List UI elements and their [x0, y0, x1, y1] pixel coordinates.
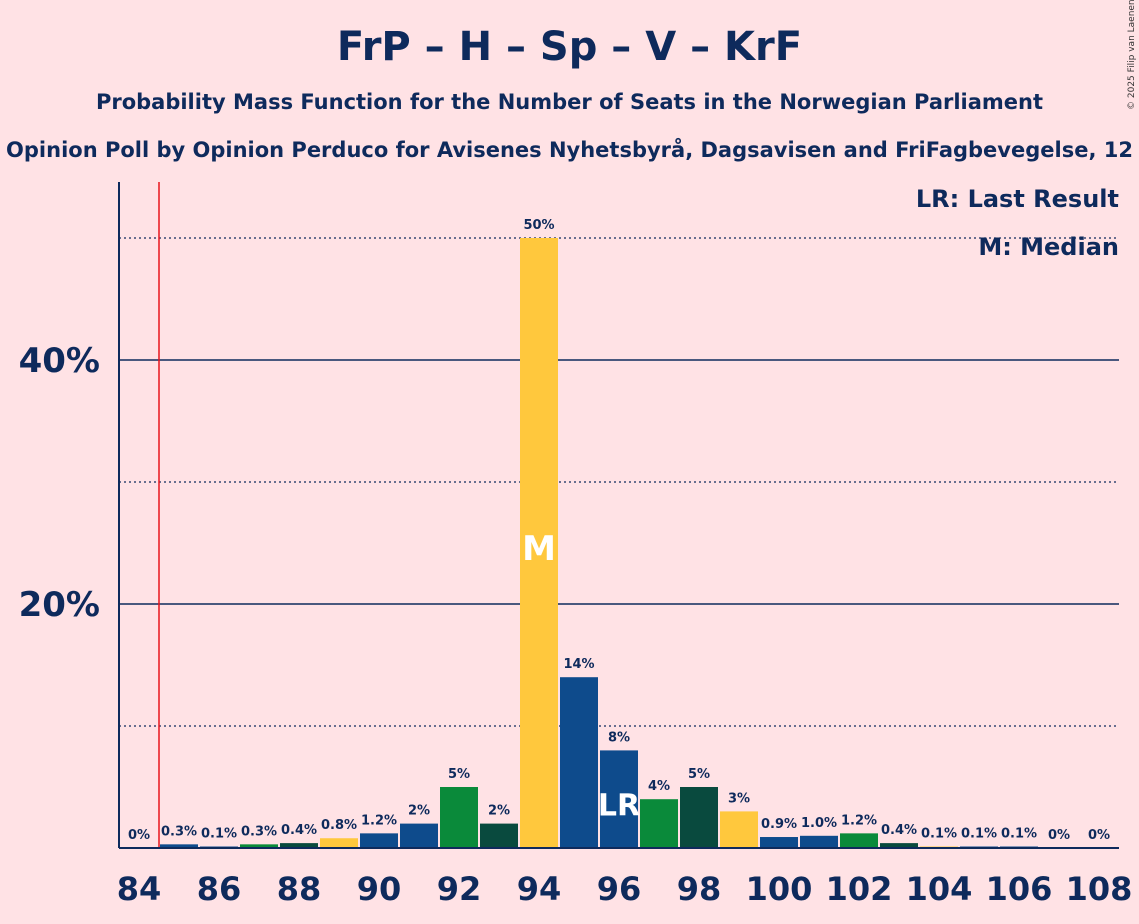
bar-96 — [600, 750, 638, 848]
bar-101 — [800, 835, 838, 848]
bar-90 — [360, 833, 398, 848]
bar-label-95: 14% — [563, 657, 594, 672]
y-tick-label: 40% — [19, 341, 100, 381]
bar-label-91: 2% — [408, 804, 430, 819]
x-tick-label: 86 — [197, 870, 242, 908]
bar-label-84: 0% — [128, 828, 150, 843]
x-tick-label: 84 — [117, 870, 162, 908]
bar-95 — [560, 677, 598, 848]
x-tick-label: 104 — [906, 870, 973, 908]
bar-label-103: 0.4% — [881, 823, 917, 838]
x-tick-label: 100 — [746, 870, 813, 908]
bar-label-106: 0.1% — [1001, 827, 1037, 842]
x-tick-label: 96 — [597, 870, 642, 908]
x-tick-label: 106 — [986, 870, 1053, 908]
legend-last-result: LR: Last Result — [915, 185, 1119, 213]
bar-93 — [480, 823, 518, 848]
chart-source-line: Opinion Poll by Opinion Perduco for Avis… — [6, 138, 1133, 162]
bar-label-89: 0.8% — [321, 818, 357, 833]
y-tick-label: 20% — [19, 585, 100, 625]
bar-89 — [320, 838, 358, 848]
bar-label-104: 0.1% — [921, 827, 957, 842]
bar-label-93: 2% — [488, 804, 510, 819]
bar-85 — [160, 844, 198, 848]
bar-label-86: 0.1% — [201, 827, 237, 842]
bar-98 — [680, 787, 718, 848]
bar-99 — [720, 811, 758, 848]
bar-102 — [840, 833, 878, 848]
x-tick-label: 90 — [357, 870, 402, 908]
bar-label-90: 1.2% — [361, 813, 397, 828]
bar-label-97: 4% — [648, 779, 670, 794]
last-result-marker: LR — [598, 788, 640, 823]
x-tick-label: 88 — [277, 870, 322, 908]
chart-title: FrP – H – Sp – V – KrF — [336, 24, 803, 70]
bar-label-92: 5% — [448, 767, 470, 782]
bar-87 — [240, 844, 278, 848]
x-tick-label: 94 — [517, 870, 562, 908]
bar-label-102: 1.2% — [841, 813, 877, 828]
bar-label-107: 0% — [1048, 828, 1070, 843]
bar-label-94: 50% — [523, 218, 554, 233]
bar-label-105: 0.1% — [961, 827, 997, 842]
x-tick-label: 102 — [826, 870, 893, 908]
x-tick-label: 98 — [677, 870, 722, 908]
chart-subtitle: Probability Mass Function for the Number… — [95, 90, 1044, 114]
bar-label-98: 5% — [688, 767, 710, 782]
bar-92 — [440, 787, 478, 848]
bar-97 — [640, 799, 678, 848]
bar-label-87: 0.3% — [241, 824, 277, 839]
bar-label-85: 0.3% — [161, 824, 197, 839]
bar-94 — [520, 238, 558, 848]
bar-103 — [880, 843, 918, 848]
bar-91 — [400, 823, 438, 848]
bar-label-96: 8% — [608, 730, 630, 745]
bar-label-88: 0.4% — [281, 823, 317, 838]
bar-label-101: 1.0% — [801, 816, 837, 831]
x-tick-label: 92 — [437, 870, 482, 908]
bar-label-108: 0% — [1088, 828, 1110, 843]
bar-88 — [280, 843, 318, 848]
median-marker: M — [522, 529, 556, 569]
bar-label-100: 0.9% — [761, 817, 797, 832]
x-tick-label: 108 — [1066, 870, 1133, 908]
bar-100 — [760, 837, 798, 848]
bar-label-99: 3% — [728, 791, 750, 806]
